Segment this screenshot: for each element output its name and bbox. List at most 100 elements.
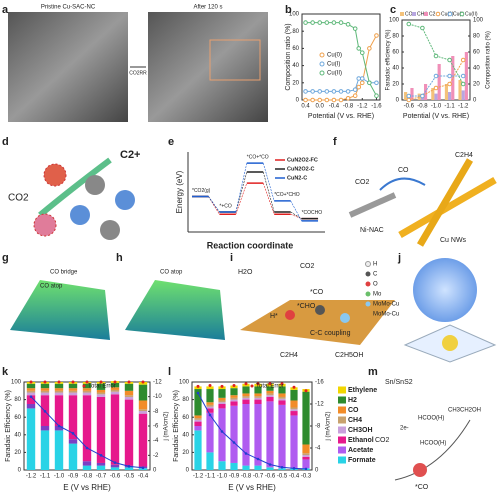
bar-segment [242,399,250,404]
y-tick-label: -2 [153,453,159,459]
series-line [408,59,464,101]
bar-segment [278,468,286,470]
error-point [232,384,236,388]
bar-segment [266,396,274,402]
legend-swatch [319,70,325,76]
connector [235,163,248,213]
connector [262,183,275,215]
error-point [43,380,47,384]
legend-label: CH3OH [348,427,373,434]
slab [240,300,395,345]
legend-label: Acetate [348,447,373,454]
panel-label: i [230,252,233,264]
axis-label: Potential (V vs. RHE) [403,113,469,120]
swatch [365,301,371,307]
y-tick-label: 0 [396,98,400,104]
bar [458,80,462,100]
bar-segment [302,453,310,456]
x-tick-label: -1.1 [205,474,216,480]
bar-segment [206,408,214,413]
bar [404,92,408,100]
bar-segment [194,389,202,416]
bar-segment [68,395,78,440]
bar-segment [54,388,64,391]
current-point [208,413,212,417]
arrow-label: CO2RR [129,70,147,76]
swatch [365,291,371,297]
bar-segment [96,394,106,397]
legend-swatch [338,456,346,464]
error-point [71,380,75,384]
bar [444,84,449,100]
bar-segment [266,401,274,468]
panel-label: c [390,4,396,16]
label: Ni-NAC [360,227,384,234]
axis-label: E (V vs RHE) [228,483,276,492]
x-tick-label: -0.5 [277,474,288,480]
bar [464,52,468,100]
bar-segment [110,389,120,392]
bar-segment [254,465,262,470]
point [406,93,412,99]
current-point [292,467,296,470]
y-tick-label: 60 [392,50,399,56]
arrow [379,177,426,191]
label: C2H5OH [335,352,363,359]
x-tick-label: -0.4 [289,474,300,480]
y-tick-label: 100 [473,18,484,24]
bar-segment [290,407,298,410]
bar-segment [40,426,50,431]
x-tick-label: -0.7 [96,474,107,480]
current-point [141,466,145,470]
legend-swatch [338,446,346,454]
point [338,89,344,94]
bar-segment [124,383,134,391]
bar [434,93,438,100]
y-tick-label: 40 [292,63,299,69]
point [356,46,362,51]
bar-segment [302,391,310,445]
point [317,20,323,25]
current-point [113,461,117,464]
point [460,73,466,79]
axis-label: Energy (eV) [175,170,184,213]
bar-segment [218,404,226,409]
panel-label: b [285,4,292,16]
y-tick-label: -4 [153,438,159,444]
y-tick-label: 60 [292,46,299,52]
point [433,53,439,59]
spectrum-surface [125,280,225,340]
bar-segment [40,430,50,470]
bar-segment [254,397,262,400]
bar-segment [290,411,298,416]
atom [115,190,135,210]
atom-legend: H C O Mo MoMo-Cu MoMo-Cu [365,261,399,318]
bar-segment [194,421,202,426]
bar-segment [266,467,274,470]
label: HCOO(H) [420,441,446,447]
bar-segment [206,402,214,405]
bar-segment [290,409,298,412]
legend-swatch [338,426,346,434]
atom [315,305,325,315]
point [338,97,344,103]
atom [340,313,350,323]
point [356,84,362,90]
legend-label: CuN2-C [287,175,307,181]
bar-segment [230,388,238,396]
error-point [244,382,248,386]
legend-label: Total Error [256,384,284,390]
current-point [220,430,224,433]
error-point [268,382,272,386]
label: C2H4 [455,152,473,159]
y-tick-label: 80 [473,34,480,40]
error-point [113,380,117,384]
y-tick-label: 60 [473,50,480,56]
label: CO [398,167,409,174]
bar-segment [124,467,134,470]
image-title: Pristine Cu-SAC-NC [41,5,96,11]
panel-label: l [168,366,171,378]
y-tick-label: -10 [153,394,162,400]
bar-segment [54,395,64,426]
